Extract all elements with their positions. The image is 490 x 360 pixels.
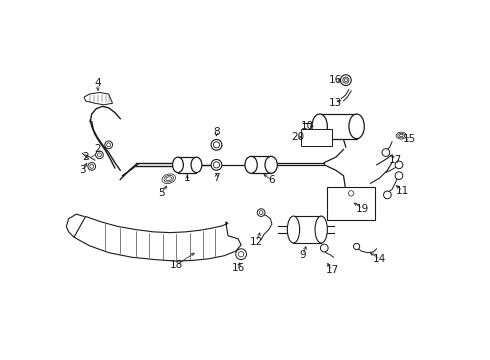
Text: 20: 20: [291, 132, 304, 142]
Circle shape: [344, 78, 347, 82]
Circle shape: [257, 209, 265, 216]
Text: 16: 16: [329, 75, 343, 85]
Text: 17: 17: [325, 265, 339, 275]
Circle shape: [395, 172, 403, 180]
Circle shape: [320, 244, 328, 252]
Polygon shape: [74, 216, 241, 261]
Circle shape: [96, 151, 103, 159]
Text: 14: 14: [373, 254, 386, 264]
Text: 1: 1: [184, 173, 191, 183]
Text: 18: 18: [170, 260, 183, 270]
Text: 6: 6: [269, 175, 275, 185]
Bar: [301, 129, 332, 145]
Ellipse shape: [172, 157, 183, 172]
Text: 3: 3: [79, 165, 86, 175]
Circle shape: [107, 143, 111, 147]
Bar: [251, 156, 271, 173]
Circle shape: [236, 249, 246, 260]
Circle shape: [211, 139, 222, 150]
Circle shape: [213, 142, 220, 148]
Ellipse shape: [396, 132, 407, 139]
Bar: [178, 157, 196, 172]
Bar: [294, 216, 321, 243]
Circle shape: [98, 153, 101, 157]
Text: 10: 10: [301, 121, 314, 131]
Bar: [327, 187, 375, 220]
Text: 4: 4: [95, 78, 101, 88]
Text: 5: 5: [158, 188, 164, 198]
Text: 2: 2: [82, 152, 89, 162]
Polygon shape: [84, 93, 113, 105]
Circle shape: [88, 163, 96, 170]
Ellipse shape: [349, 114, 365, 139]
Ellipse shape: [191, 157, 202, 172]
Text: 7: 7: [213, 173, 220, 183]
Text: 15: 15: [402, 134, 416, 144]
Ellipse shape: [312, 114, 327, 139]
Circle shape: [348, 191, 354, 196]
Ellipse shape: [315, 216, 327, 243]
Ellipse shape: [398, 133, 405, 138]
Circle shape: [354, 243, 360, 249]
Circle shape: [239, 252, 244, 257]
Text: 19: 19: [356, 204, 369, 214]
Circle shape: [341, 75, 351, 86]
Circle shape: [213, 162, 220, 168]
Circle shape: [343, 77, 349, 83]
Text: 17: 17: [389, 155, 402, 165]
Ellipse shape: [166, 177, 172, 181]
Ellipse shape: [164, 175, 173, 182]
Ellipse shape: [162, 174, 175, 184]
Bar: [319, 114, 357, 139]
Ellipse shape: [399, 134, 403, 137]
Circle shape: [105, 141, 113, 149]
Text: 11: 11: [396, 186, 410, 196]
Text: 9: 9: [299, 250, 306, 260]
Text: 12: 12: [250, 237, 263, 247]
Circle shape: [211, 159, 222, 170]
Ellipse shape: [265, 156, 277, 173]
Circle shape: [90, 165, 94, 168]
Circle shape: [395, 161, 403, 169]
Ellipse shape: [287, 216, 300, 243]
Circle shape: [259, 211, 263, 215]
Circle shape: [382, 149, 390, 156]
Text: 2: 2: [95, 144, 101, 154]
Text: 13: 13: [329, 98, 343, 108]
Circle shape: [384, 191, 392, 199]
Ellipse shape: [245, 156, 257, 173]
Text: 16: 16: [231, 263, 245, 273]
Text: 8: 8: [213, 127, 220, 137]
